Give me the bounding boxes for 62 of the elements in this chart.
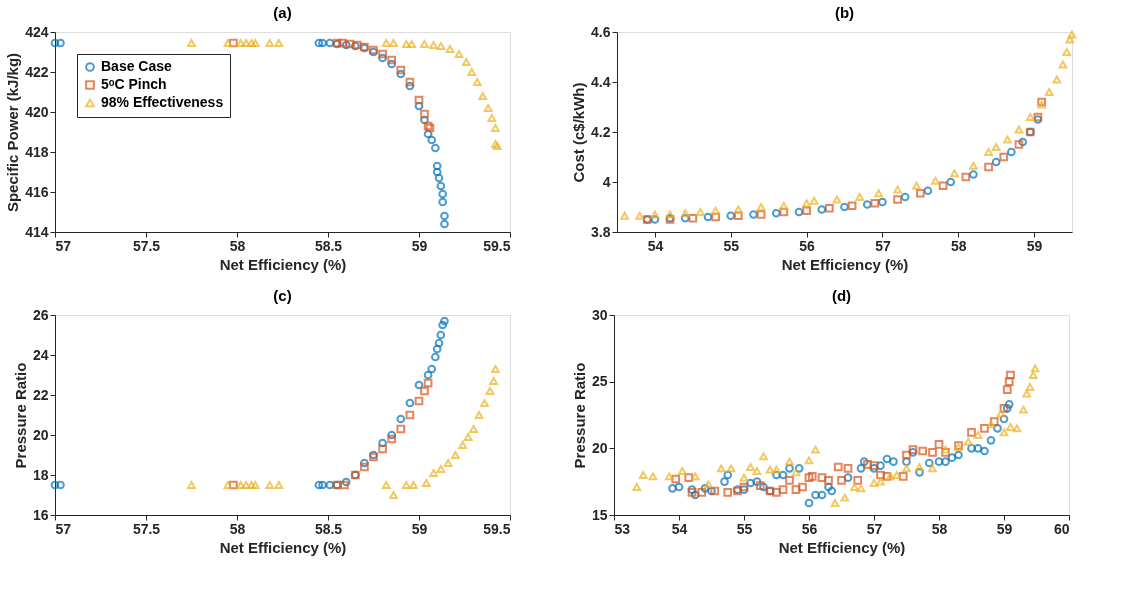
x-tick-label: 58 — [931, 520, 948, 537]
x-tick-label: 57 — [875, 237, 891, 254]
y-tick-label: 3.8 — [591, 223, 611, 240]
y-tick-label: 20 — [591, 439, 608, 456]
x-tick-label: 55 — [723, 237, 740, 254]
x-tick-label: 58 — [229, 520, 246, 537]
chart-title: (b) — [834, 4, 855, 21]
x-axis-title: Net Efficiency (%) — [219, 255, 347, 273]
y-tick-label: 4.4 — [591, 73, 611, 90]
x-tick-label: 57 — [55, 237, 72, 254]
y-tick-label: 16 — [32, 506, 49, 523]
x-tick-label: 56 — [801, 520, 818, 537]
x-tick-label: 53 — [614, 520, 631, 537]
x-axis-title: Net Efficiency (%) — [781, 255, 909, 273]
y-tick-label: 30 — [591, 306, 608, 323]
x-tick-label: 57.5 — [132, 237, 161, 254]
x-tick-label: 57 — [55, 520, 72, 537]
x-tick-label: 57 — [866, 520, 883, 537]
y-tick-label: 424 — [25, 23, 49, 40]
y-axis-title: Pressure Ratio — [570, 362, 588, 469]
x-tick-label: 59 — [1026, 237, 1043, 254]
y-tick-label: 25 — [591, 373, 608, 390]
chart-title: (a) — [273, 4, 292, 21]
x-tick-label: 59 — [411, 237, 428, 254]
y-tick-label: 416 — [25, 183, 49, 200]
x-tick-label: 54 — [671, 520, 688, 537]
x-tick-label: 59 — [411, 520, 428, 537]
x-axis-title: Net Efficiency (%) — [219, 538, 347, 556]
legend-label: 5ᵒC Pinch — [101, 76, 167, 92]
y-tick-label: 4 — [602, 173, 611, 190]
x-tick-label: 60 — [1053, 520, 1070, 537]
y-tick-label: 422 — [25, 63, 49, 80]
x-tick-label: 59.5 — [483, 237, 511, 254]
x-axis-title: Net Efficiency (%) — [778, 538, 906, 556]
x-tick-label: 59.5 — [483, 520, 511, 537]
x-tick-label: 59 — [996, 520, 1013, 537]
y-tick-label: 4.6 — [591, 23, 611, 40]
x-tick-label: 54 — [647, 237, 664, 254]
chart-title: (c) — [273, 287, 292, 304]
y-tick-label: 414 — [25, 223, 49, 240]
legend-label: 98% Effectiveness — [101, 94, 224, 110]
x-tick-label: 58 — [229, 237, 246, 254]
x-tick-label: 55 — [736, 520, 753, 537]
y-axis-title: Cost (c$/kWh) — [570, 82, 588, 183]
x-tick-label: 58.5 — [314, 237, 343, 254]
y-tick-label: 22 — [32, 386, 49, 403]
y-tick-label: 20 — [32, 426, 49, 443]
y-tick-label: 24 — [32, 346, 49, 363]
legend-label: Base Case — [101, 58, 173, 74]
y-axis-title: Specific Power (kJ/kg) — [4, 52, 22, 213]
x-tick-label: 58 — [950, 237, 967, 254]
y-tick-label: 15 — [591, 506, 608, 523]
x-tick-label: 57.5 — [132, 520, 161, 537]
y-axis-title: Pressure Ratio — [11, 362, 29, 469]
y-tick-label: 4.2 — [591, 123, 611, 140]
y-tick-label: 26 — [32, 306, 49, 323]
y-tick-label: 18 — [32, 466, 49, 483]
x-tick-label: 56 — [799, 237, 816, 254]
y-tick-label: 418 — [25, 143, 49, 160]
x-tick-label: 58.5 — [314, 520, 343, 537]
y-tick-label: 420 — [25, 103, 49, 120]
chart-title: (d) — [831, 287, 852, 304]
